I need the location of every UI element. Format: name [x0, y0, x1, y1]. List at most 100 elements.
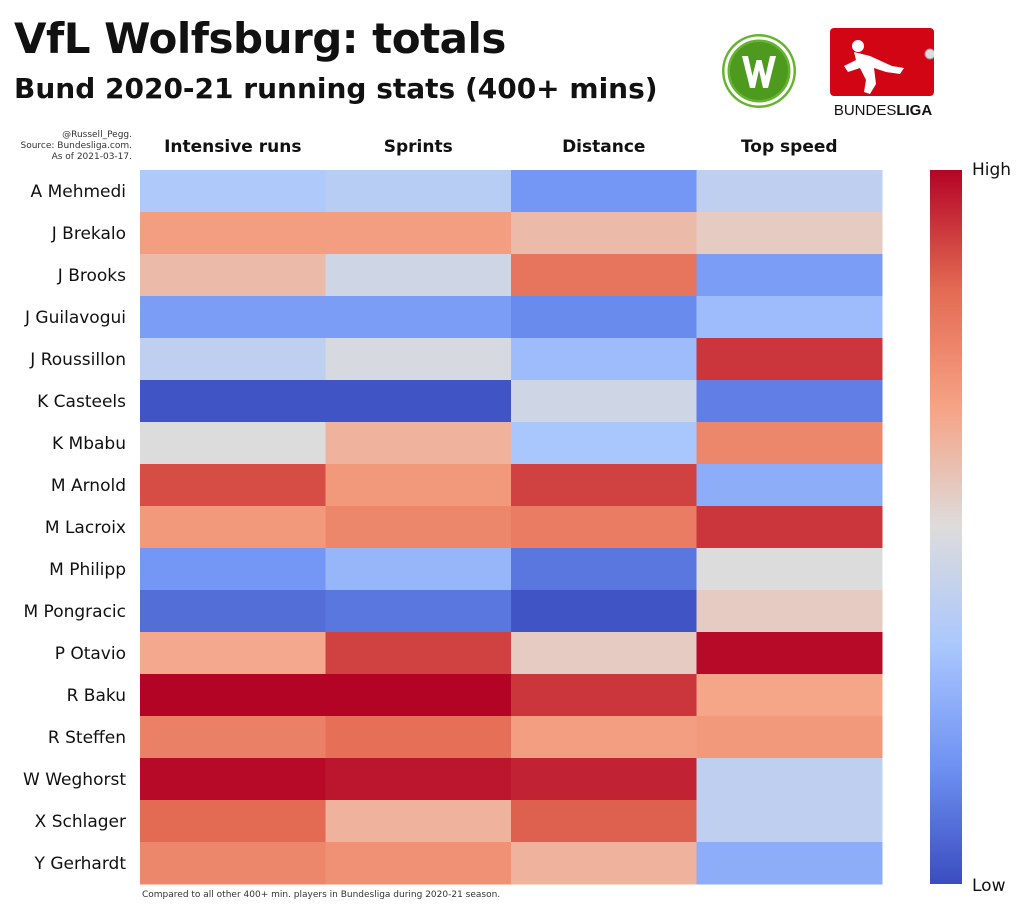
- row-labels: A Mehmedi J Brekalo J Brooks J Guilavogui J …: [23, 182, 126, 874]
- row-label: A Mehmedi: [31, 182, 126, 202]
- row-label: J Roussillon: [29, 350, 126, 370]
- heatmap-cell: [511, 338, 697, 381]
- heatmap-cell: [140, 380, 326, 423]
- column-header: Intensive runs: [164, 137, 301, 157]
- heatmap-cell: [140, 254, 326, 297]
- heatmap-cell: [140, 590, 326, 633]
- heatmap-cell: [696, 548, 883, 591]
- heatmap-cell: [511, 170, 697, 213]
- heatmap-cell: [140, 674, 326, 717]
- row-label: J Guilavogui: [24, 308, 126, 328]
- heatmap-cell: [140, 716, 326, 759]
- credits: @Russell_Pegg. Source: Bundesliga.com. A…: [0, 130, 133, 163]
- heatmap-cell: [696, 716, 883, 759]
- heatmap-cell: [140, 296, 326, 339]
- heatmap-cell: [511, 842, 697, 885]
- heatmap-cell: [696, 590, 883, 633]
- heatmap-cell: [511, 632, 697, 675]
- heatmap-cell: [511, 464, 697, 507]
- bundesliga-player-icon: [844, 40, 936, 94]
- colorbar-high-label: High: [972, 160, 1012, 180]
- heatmap-cell: [140, 338, 326, 381]
- row-label: R Baku: [67, 686, 126, 706]
- colorbar-low-label: Low: [972, 876, 1006, 896]
- heatmap-cell: [696, 170, 883, 213]
- heatmap-cell: [696, 422, 883, 465]
- heatmap-cell: [511, 254, 697, 297]
- column-header: Distance: [562, 137, 645, 157]
- heatmap-cell: [511, 506, 697, 549]
- heatmap-cell: [511, 212, 697, 255]
- heatmap-cell: [511, 674, 697, 717]
- heatmap-cell: [140, 800, 326, 843]
- heatmap-cell: [140, 422, 326, 465]
- heatmap-cell: [511, 590, 697, 633]
- column-header: Top speed: [741, 137, 838, 157]
- heatmap-cell: [325, 800, 512, 843]
- column-header: Sprints: [384, 137, 453, 157]
- heatmap-cell: [511, 296, 697, 339]
- row-label: M Philipp: [49, 560, 126, 580]
- heatmap-cell: [511, 380, 697, 423]
- row-label: X Schlager: [35, 812, 126, 832]
- bundesliga-logo-icon: BUNDESLIGA: [828, 28, 938, 124]
- heatmap-cell: [140, 842, 326, 885]
- heatmap-cell: [325, 254, 512, 297]
- heatmap-cell: [696, 758, 883, 801]
- row-label: R Steffen: [48, 728, 126, 748]
- heatmap-cell: [140, 170, 326, 213]
- bundesliga-logo-badge: [830, 28, 936, 96]
- heatmap-cell: [325, 590, 512, 633]
- wolfsburg-logo-icon: [722, 34, 796, 108]
- row-label: W Weghorst: [23, 770, 126, 790]
- row-label: K Mbabu: [52, 434, 126, 454]
- heatmap-cell: [696, 338, 883, 381]
- chart-title: VfL Wolfsburg: totals: [14, 14, 506, 63]
- heatmap-cell: [325, 464, 512, 507]
- heatmap-cell: [140, 506, 326, 549]
- heatmap-cell: [325, 380, 512, 423]
- heatmap-cells: [140, 170, 883, 885]
- colorbar: [930, 170, 962, 884]
- column-headers: Intensive runs Sprints Distance Top speed: [164, 137, 838, 157]
- heatmap-cell: [140, 548, 326, 591]
- heatmap-cell: [696, 380, 883, 423]
- row-label: J Brekalo: [51, 224, 126, 244]
- heatmap-cell: [325, 422, 512, 465]
- heatmap-cell: [325, 170, 512, 213]
- heatmap-cell: [325, 506, 512, 549]
- heatmap-cell: [325, 632, 512, 675]
- row-label: Y Gerhardt: [34, 854, 127, 874]
- heatmap-cell: [696, 296, 883, 339]
- heatmap-cell: [696, 212, 883, 255]
- footnote: Compared to all other 400+ min. players …: [142, 890, 501, 900]
- heatmap-cell: [511, 548, 697, 591]
- heatmap-cell: [511, 800, 697, 843]
- heatmap-cell: [140, 212, 326, 255]
- heatmap-cell: [140, 632, 326, 675]
- chart-subtitle: Bund 2020-21 running stats (400+ mins): [14, 72, 658, 105]
- heatmap-cell: [696, 464, 883, 507]
- heatmap-cell: [325, 716, 512, 759]
- credits-date: As of 2021-03-17.: [51, 152, 132, 162]
- heatmap-cell: [325, 296, 512, 339]
- heatmap-cell: [140, 758, 326, 801]
- heatmap-cell: [140, 464, 326, 507]
- row-label: M Arnold: [51, 476, 126, 496]
- heatmap-cell: [325, 212, 512, 255]
- heatmap-cell: [325, 548, 512, 591]
- heatmap-cell: [696, 842, 883, 885]
- row-label: M Pongracic: [23, 602, 126, 622]
- heatmap-cell: [511, 422, 697, 465]
- bundesliga-logo-text: BUNDESLIGA: [833, 102, 933, 119]
- credits-source: Source: Bundesliga.com.: [20, 141, 133, 151]
- heatmap-cell: [325, 674, 512, 717]
- row-label: M Lacroix: [45, 518, 126, 538]
- heatmap-cell: [325, 338, 512, 381]
- heatmap-cell: [511, 716, 697, 759]
- row-label: J Brooks: [57, 266, 126, 286]
- heatmap-cell: [696, 674, 883, 717]
- heatmap-cell: [325, 758, 512, 801]
- heatmap-cell: [696, 632, 883, 675]
